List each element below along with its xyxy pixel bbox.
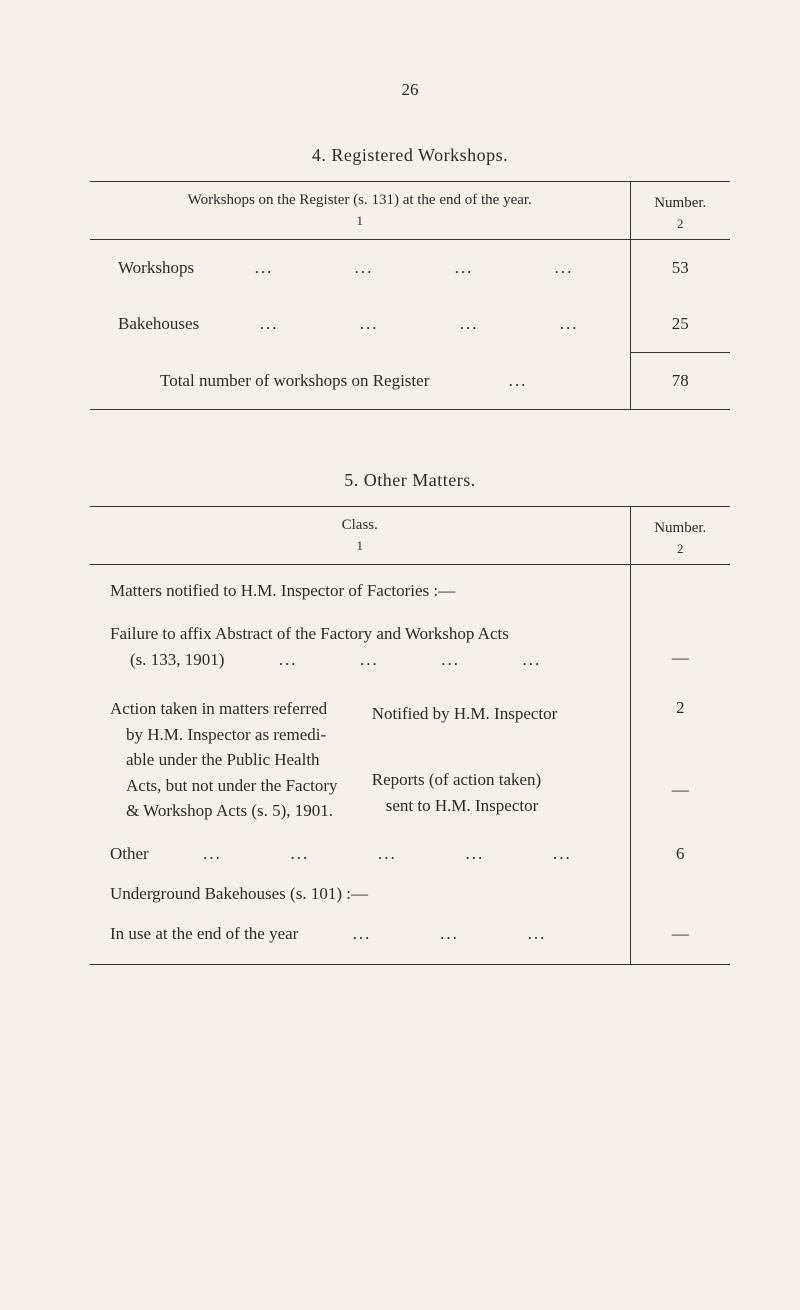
inuse-cell: In use at the end of the year ... ... ..…	[90, 914, 630, 965]
workshops-value: 53	[630, 240, 730, 297]
table4-sub-left: 1	[98, 213, 622, 229]
other-matters-table: Class. 1 Number. 2 Matters notified to H…	[90, 506, 730, 965]
table-row: In use at the end of the year ... ... ..…	[90, 914, 730, 965]
action-left-block: Action taken in matters referred by H.M.…	[110, 696, 366, 824]
table-row: Matters notified to H.M. Inspector of Fa…	[90, 565, 730, 612]
dots: ...	[434, 371, 528, 390]
dots: ... ... ... ...	[203, 314, 578, 333]
action-right-bot-l1: Reports (of action taken)	[372, 767, 622, 793]
section5-title: 5. Other Matters.	[90, 470, 730, 491]
dots: ... ... ... ... ...	[153, 844, 572, 863]
underground-label: Underground Bakehouses (s. 101) :—	[110, 884, 368, 903]
table5-header-left: Class. 1	[90, 507, 630, 565]
table5-header-right-text: Number.	[639, 520, 723, 537]
action-right-top: Notified by H.M. Inspector	[372, 701, 622, 727]
action-right-bot-l2: sent to H.M. Inspector	[372, 793, 622, 819]
table5-sub-left: 1	[98, 538, 622, 554]
bakehouses-label-cell: Bakehouses ... ... ... ...	[90, 296, 630, 353]
action-val-top: 2	[639, 696, 723, 718]
action-cell: Action taken in matters referred by H.M.…	[90, 682, 630, 834]
table-row: Workshops ... ... ... ... 53	[90, 240, 730, 297]
page-number: 26	[90, 80, 730, 100]
table-row: Failure to affix Abstract of the Factory…	[90, 611, 730, 682]
table-row: Underground Bakehouses (s. 101) :—	[90, 874, 730, 914]
dots: ... ... ... ...	[229, 650, 542, 669]
table-row: Action taken in matters referred by H.M.…	[90, 682, 730, 834]
failure-line2: (s. 133, 1901)	[130, 650, 224, 669]
dots: ... ... ...	[303, 924, 547, 943]
intro-value	[630, 565, 730, 612]
table-row: Other ... ... ... ... ... 6	[90, 834, 730, 874]
bakehouses-label: Bakehouses	[118, 314, 199, 333]
table-total-row: Total number of workshops on Register ..…	[90, 353, 730, 410]
table4-header-right: Number. 2	[630, 182, 730, 240]
other-cell: Other ... ... ... ... ...	[90, 834, 630, 874]
table5-header-right: Number. 2	[630, 507, 730, 565]
underground-value	[630, 874, 730, 914]
inuse-label: In use at the end of the year	[110, 924, 298, 943]
action-values: 2 —	[630, 682, 730, 834]
registered-workshops-table: Workshops on the Register (s. 131) at th…	[90, 181, 730, 410]
workshops-label: Workshops	[118, 258, 194, 277]
other-value: 6	[630, 834, 730, 874]
table-row: Bakehouses ... ... ... ... 25	[90, 296, 730, 353]
dots: ... ... ... ...	[198, 258, 573, 277]
action-left-l2: by H.M. Inspector as remedi-	[110, 722, 360, 748]
action-right-block: Notified by H.M. Inspector Reports (of a…	[366, 696, 622, 824]
table5-sub-right: 2	[639, 541, 723, 557]
table5-header-left-text: Class.	[98, 517, 622, 534]
other-label: Other	[110, 844, 149, 863]
table4-sub-right: 2	[639, 216, 723, 232]
bakehouses-value: 25	[630, 296, 730, 353]
total-label-cell: Total number of workshops on Register ..…	[90, 353, 630, 410]
section4-title: 4. Registered Workshops.	[90, 145, 730, 166]
table4-header-left: Workshops on the Register (s. 131) at th…	[90, 182, 630, 240]
action-val-bot: —	[639, 780, 723, 800]
action-left-l4: Acts, but not under the Factory	[110, 773, 360, 799]
failure-line1: Failure to affix Abstract of the Factory…	[110, 621, 622, 647]
intro-text: Matters notified to H.M. Inspector of Fa…	[110, 581, 455, 600]
table4-header-right-text: Number.	[639, 195, 723, 212]
total-label: Total number of workshops on Register	[160, 371, 429, 390]
action-left-l5: & Workshop Acts (s. 5), 1901.	[110, 798, 360, 824]
action-left-l3: able under the Public Health	[110, 747, 360, 773]
failure-cell: Failure to affix Abstract of the Factory…	[90, 611, 630, 682]
failure-value: —	[630, 611, 730, 682]
underground-cell: Underground Bakehouses (s. 101) :—	[90, 874, 630, 914]
inuse-value: —	[630, 914, 730, 965]
table4-header-left-text: Workshops on the Register (s. 131) at th…	[98, 192, 622, 209]
total-value: 78	[630, 353, 730, 410]
intro-cell: Matters notified to H.M. Inspector of Fa…	[90, 565, 630, 612]
action-left-l1: Action taken in matters referred	[110, 696, 360, 722]
workshops-label-cell: Workshops ... ... ... ...	[90, 240, 630, 297]
